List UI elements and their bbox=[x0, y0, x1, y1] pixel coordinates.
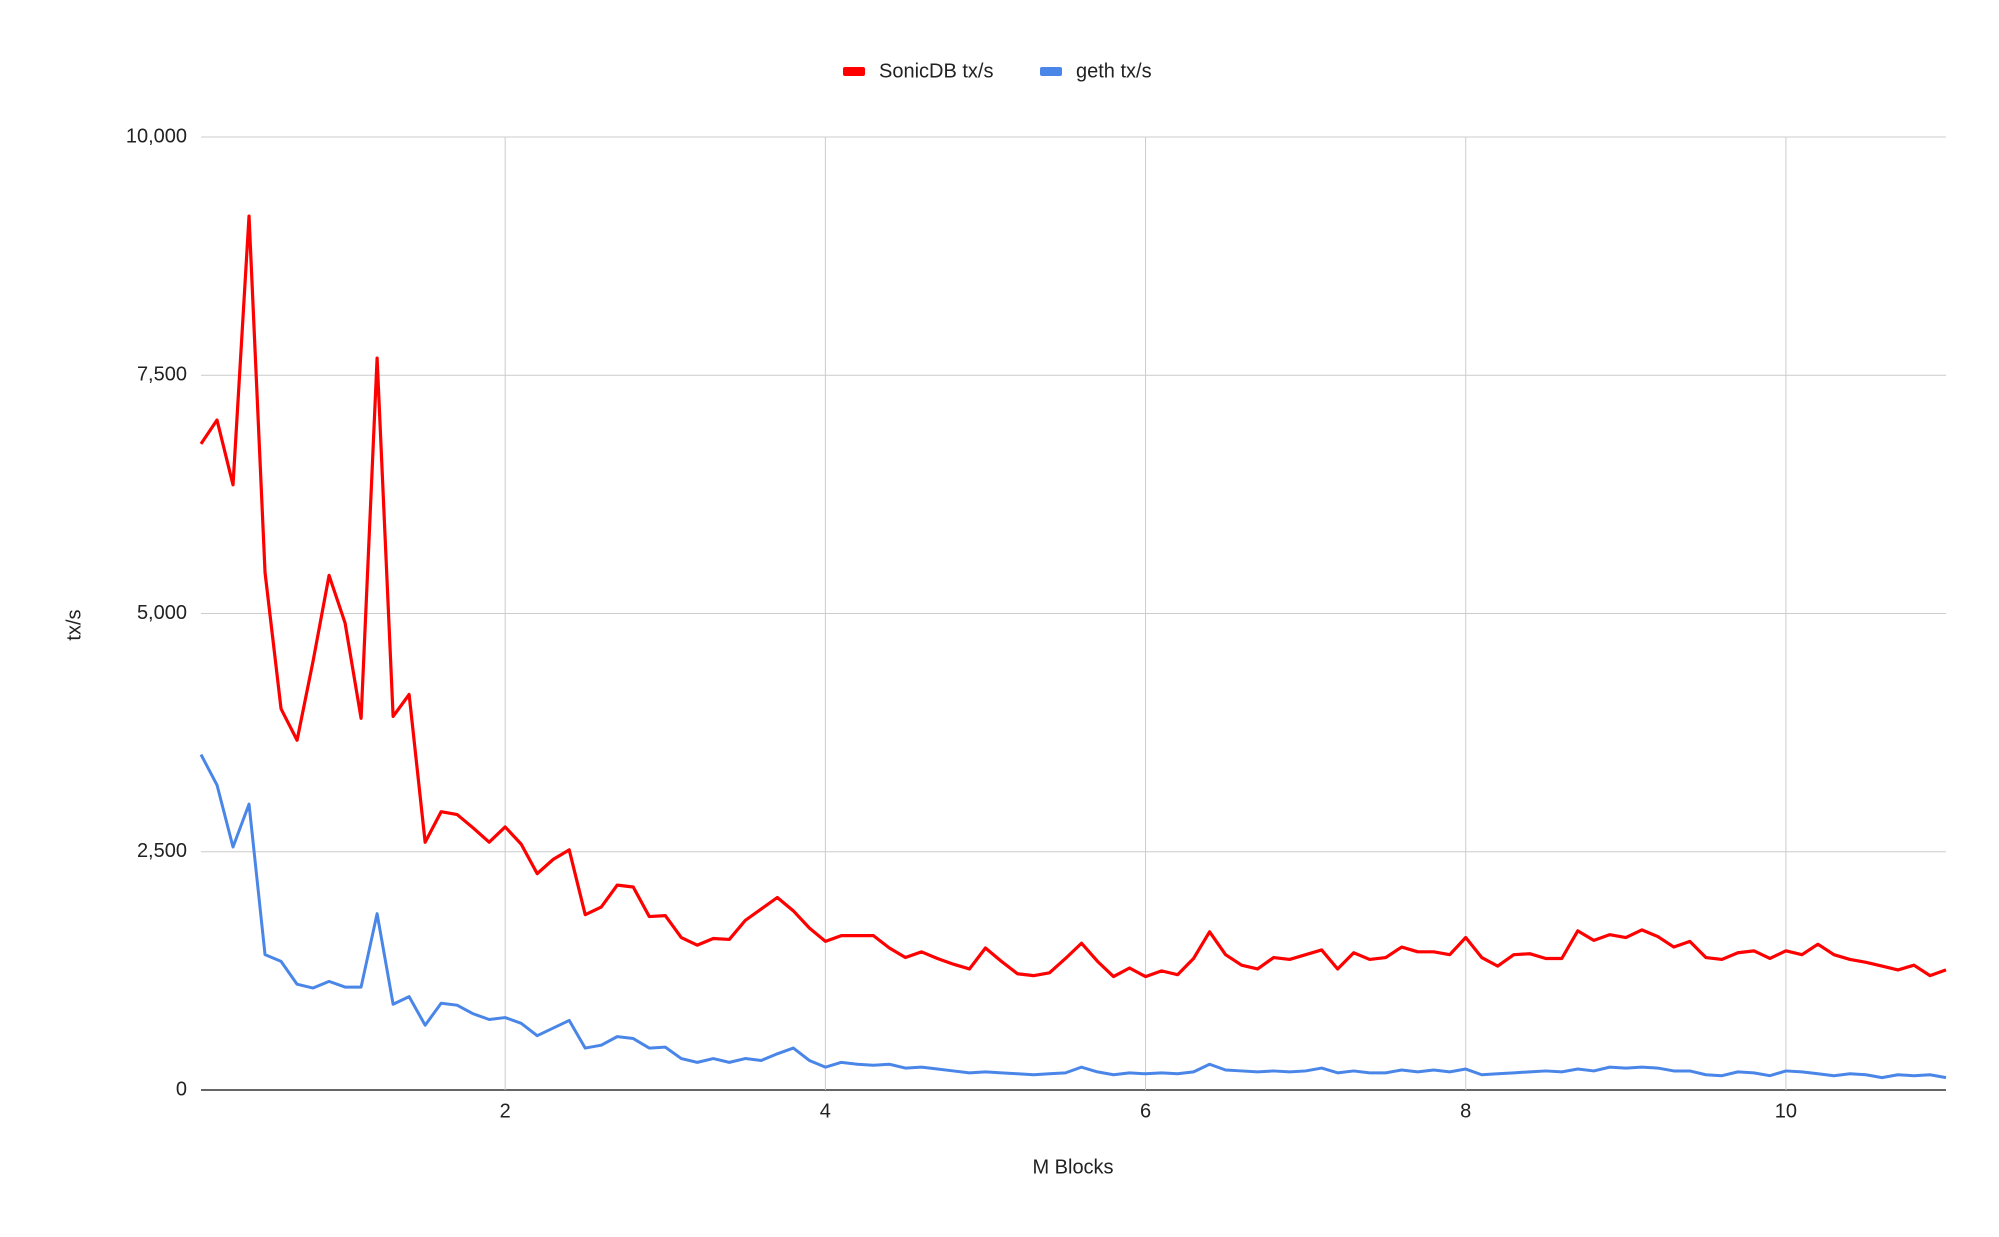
y-tick-label: 2,500 bbox=[137, 840, 187, 862]
x-tick-label: 8 bbox=[1460, 1100, 1471, 1122]
y-axis-label: tx/s bbox=[63, 609, 85, 640]
y-tick-label: 5,000 bbox=[137, 602, 187, 624]
x-tick-label: 10 bbox=[1775, 1100, 1797, 1122]
x-axis-label: M Blocks bbox=[1032, 1156, 1113, 1178]
legend-label: SonicDB tx/s bbox=[879, 60, 993, 82]
series-line bbox=[199, 214, 1947, 979]
x-tick-label: 6 bbox=[1140, 1100, 1151, 1122]
y-tick-label: 0 bbox=[176, 1078, 187, 1100]
x-tick-label: 2 bbox=[500, 1100, 511, 1122]
series-line bbox=[199, 753, 1947, 1080]
legend-swatch bbox=[843, 67, 865, 76]
x-tick-label: 4 bbox=[820, 1100, 831, 1122]
legend-label: geth tx/s bbox=[1076, 60, 1152, 82]
legend-swatch bbox=[1040, 67, 1062, 76]
y-tick-label: 7,500 bbox=[137, 364, 187, 386]
y-tick-label: 10,000 bbox=[126, 125, 187, 147]
